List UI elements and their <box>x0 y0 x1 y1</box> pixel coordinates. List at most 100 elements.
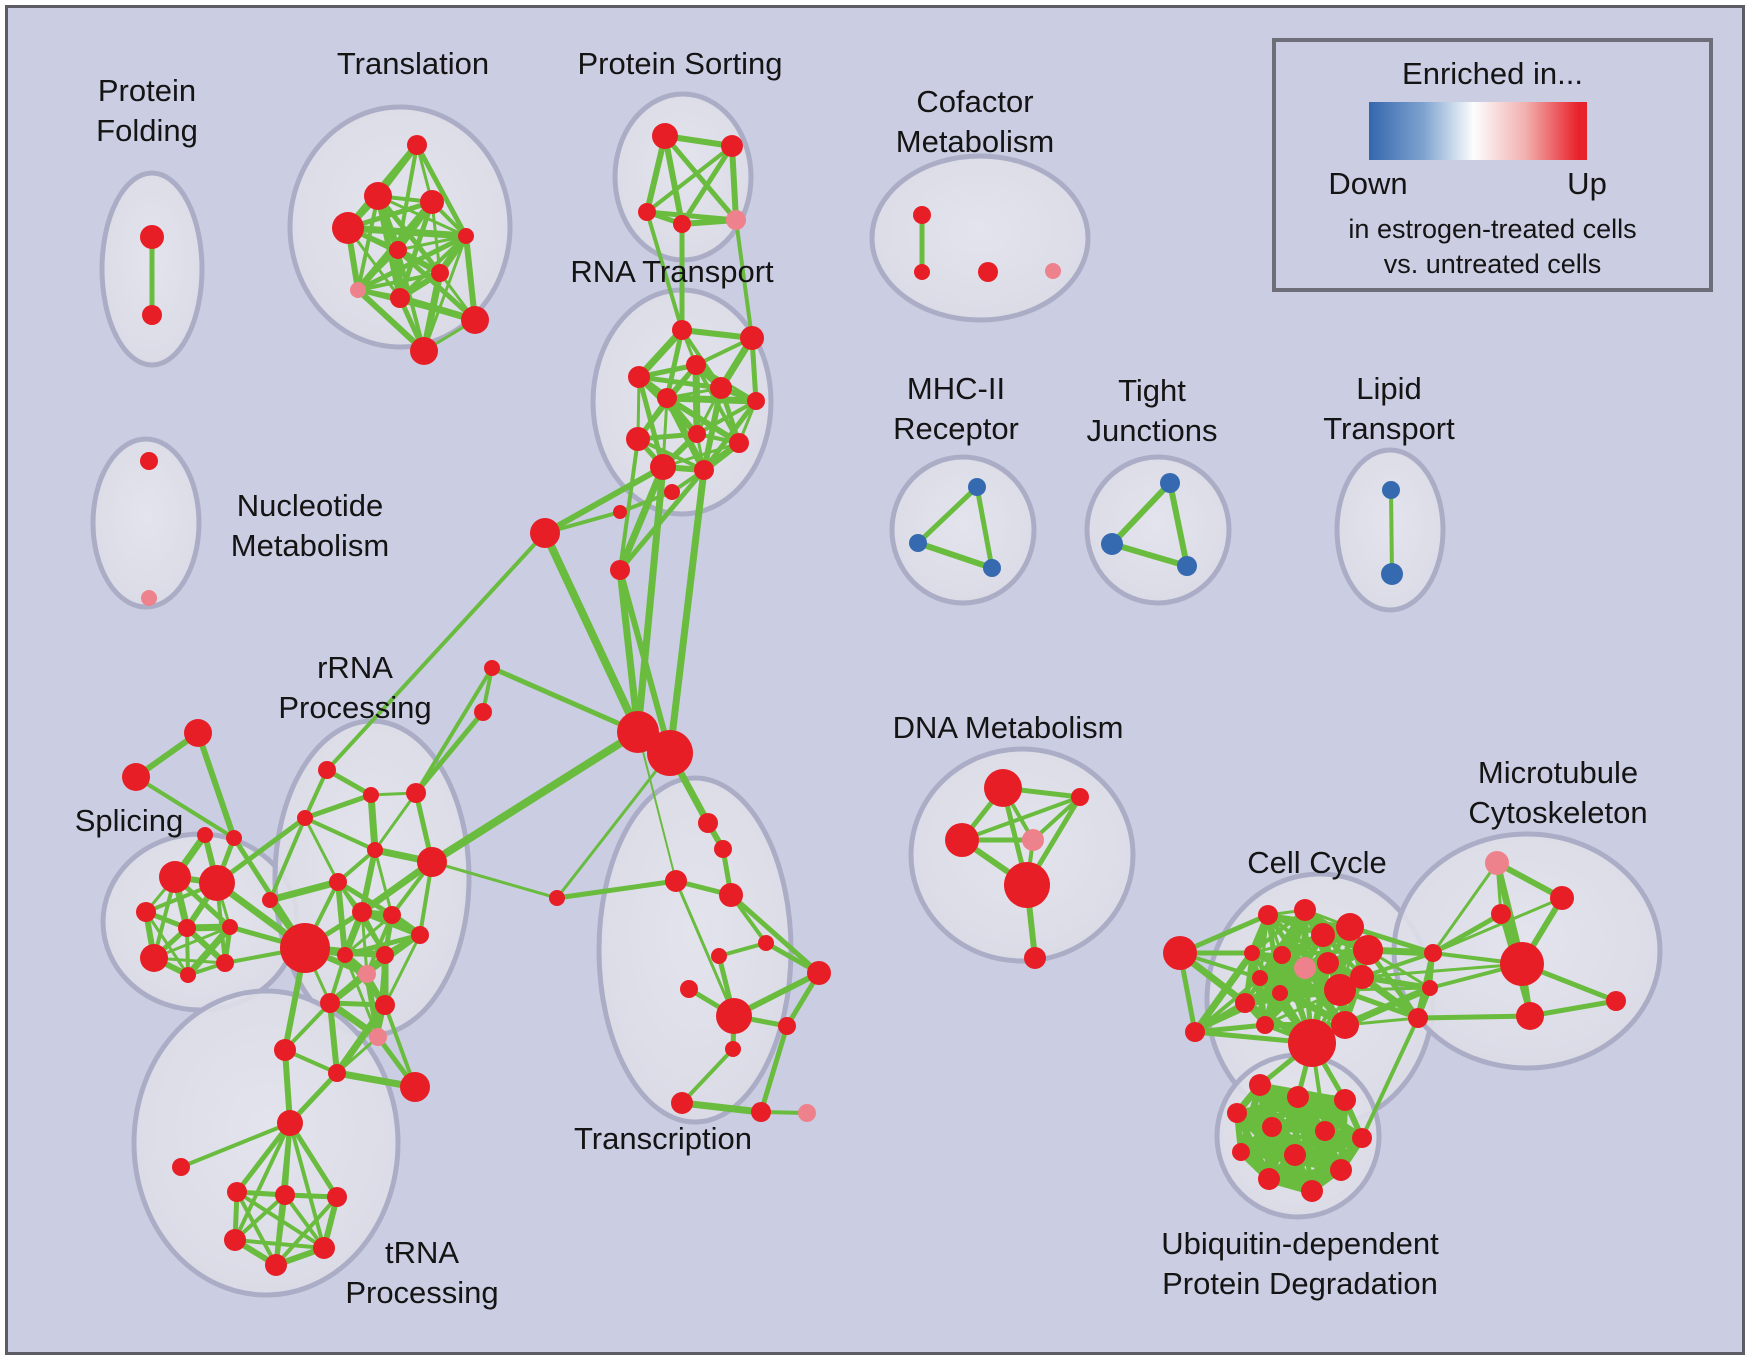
node <box>1500 942 1544 986</box>
node <box>1381 563 1403 585</box>
node <box>673 215 691 233</box>
node <box>530 518 560 548</box>
edge <box>1250 908 1307 955</box>
edge <box>414 143 469 238</box>
edge <box>325 531 547 772</box>
node <box>142 305 162 325</box>
edge <box>344 932 421 958</box>
node <box>650 454 676 480</box>
node <box>367 842 383 858</box>
node <box>1227 1103 1247 1123</box>
legend: Enriched in... Down Up in estrogen-treat… <box>1272 38 1713 292</box>
node <box>638 203 656 221</box>
microtubule-label: Cytoskeleton <box>1468 795 1647 830</box>
nucleotide-ellipse <box>90 436 202 610</box>
tight_junctions-label: Junctions <box>1087 413 1218 448</box>
edge <box>618 468 706 572</box>
node <box>265 1254 287 1276</box>
node <box>141 590 157 606</box>
node <box>1491 904 1511 924</box>
protein_sorting-label: Protein Sorting <box>577 46 782 81</box>
cofactor-ellipse <box>869 153 1091 323</box>
mhc2-label: MHC-II <box>907 371 1005 406</box>
node <box>1258 905 1278 925</box>
edge <box>1111 541 1188 569</box>
node <box>1235 993 1255 1013</box>
node <box>694 460 714 480</box>
node <box>376 946 394 964</box>
edge <box>414 710 485 795</box>
node <box>474 703 492 721</box>
edge <box>702 399 758 472</box>
edge <box>662 135 685 225</box>
edge <box>674 880 736 1017</box>
edge <box>646 209 737 223</box>
edge <box>334 1002 388 1076</box>
rrna-label: rRNA <box>317 650 393 685</box>
node <box>350 282 366 298</box>
edge <box>355 287 427 354</box>
lipid_transport-label: Lipid <box>1356 371 1422 406</box>
node <box>978 262 998 282</box>
edge <box>1495 860 1564 901</box>
node <box>140 944 168 972</box>
node <box>628 366 650 388</box>
edge <box>1194 1022 1266 1035</box>
node <box>329 873 347 891</box>
edge <box>235 1190 326 1250</box>
edge <box>304 792 372 821</box>
edge <box>666 394 757 405</box>
edge <box>360 911 369 975</box>
node <box>664 484 680 500</box>
edge <box>180 1121 291 1169</box>
node <box>1045 263 1061 279</box>
node <box>458 228 474 244</box>
node <box>1330 1159 1352 1181</box>
edge <box>662 441 740 469</box>
edge <box>359 849 378 913</box>
edge <box>541 531 642 734</box>
edge <box>1361 962 1523 979</box>
edge <box>616 569 642 733</box>
node <box>1287 1086 1309 1108</box>
node <box>1185 1022 1205 1042</box>
node <box>411 926 429 944</box>
edge <box>1431 911 1503 956</box>
edge <box>235 1121 292 1194</box>
node <box>406 783 426 803</box>
node <box>983 559 1001 577</box>
node <box>1424 944 1442 962</box>
splicing-label: Splicing <box>75 803 184 838</box>
edge <box>974 486 995 569</box>
edge <box>269 878 339 904</box>
rna_transport-label: RNA Transport <box>570 254 774 289</box>
node <box>332 212 364 244</box>
edge <box>638 374 722 391</box>
node <box>369 1028 387 1046</box>
nucleotide-label: Metabolism <box>231 528 390 563</box>
node <box>327 1187 347 1207</box>
edge <box>734 219 754 339</box>
node <box>729 433 749 453</box>
edge <box>235 1191 278 1266</box>
edge <box>336 1035 379 1075</box>
edge <box>637 437 705 472</box>
node <box>686 355 706 375</box>
edge <box>729 893 821 975</box>
node <box>711 948 727 964</box>
cofactor-label: Cofactor <box>916 84 1033 119</box>
edge <box>664 329 685 399</box>
node <box>400 1072 430 1102</box>
edge <box>616 465 667 572</box>
node <box>358 965 376 983</box>
edge <box>414 666 494 795</box>
node <box>1284 1144 1306 1166</box>
node <box>671 1092 693 1114</box>
node <box>714 840 732 858</box>
node <box>758 935 774 951</box>
node <box>224 1229 246 1251</box>
node <box>318 761 336 779</box>
node <box>751 1102 771 1122</box>
edge <box>645 211 684 331</box>
